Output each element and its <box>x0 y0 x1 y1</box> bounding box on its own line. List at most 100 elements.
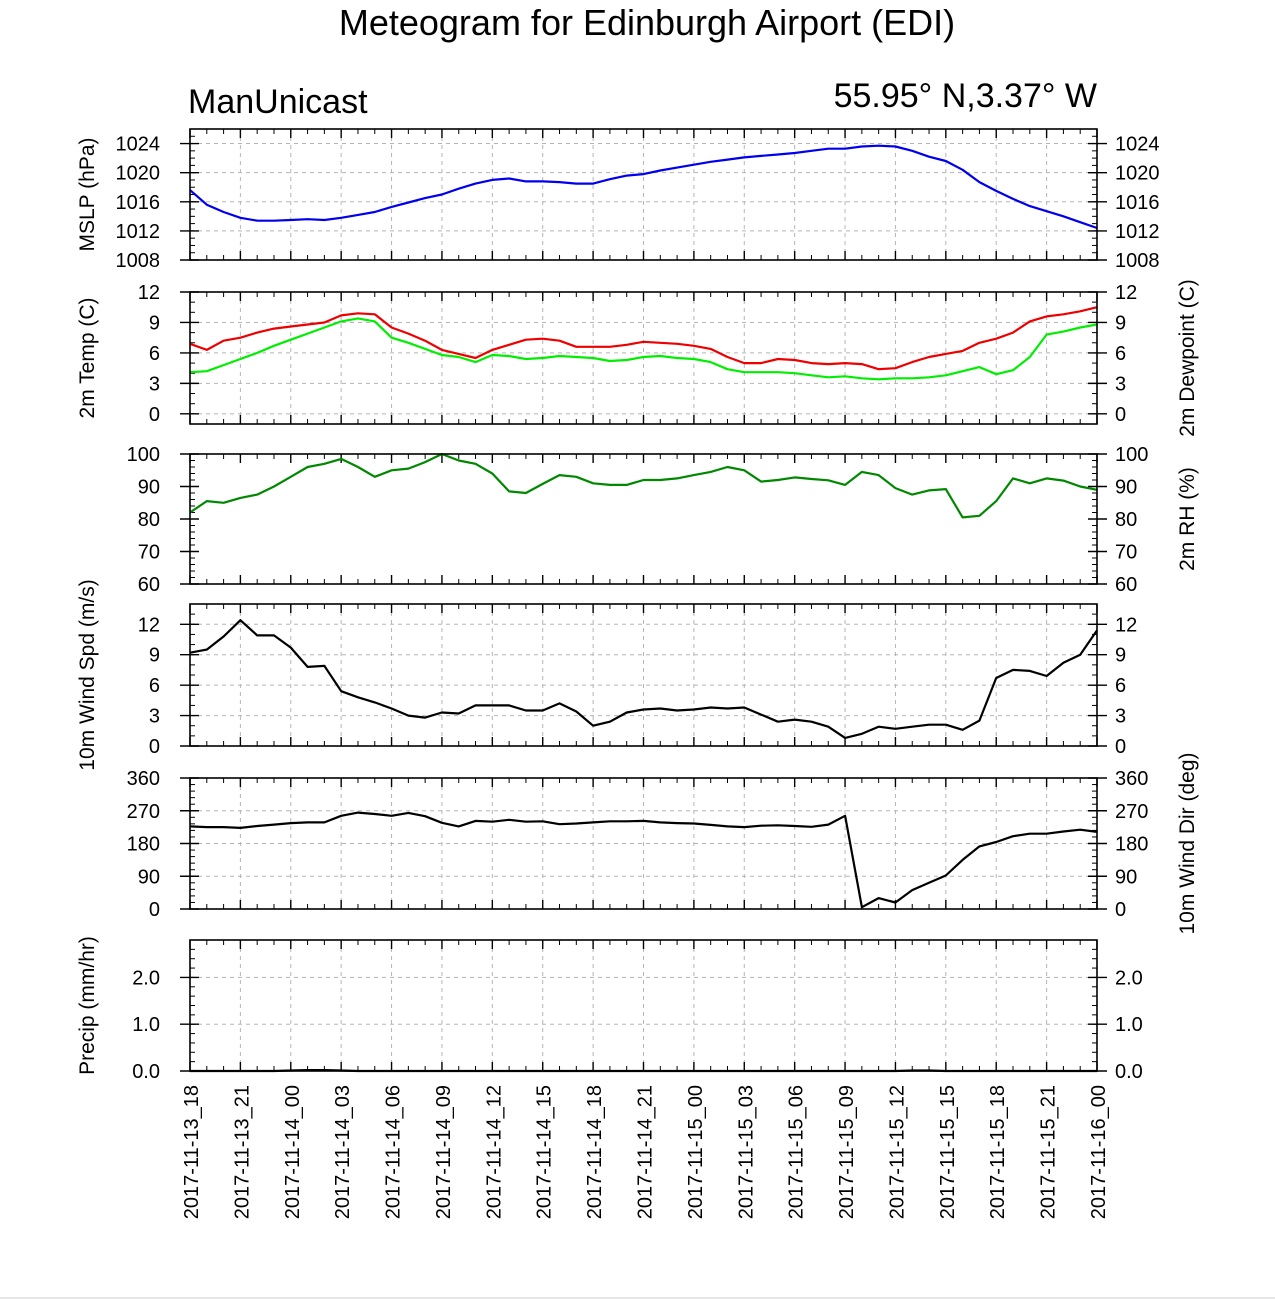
y-tick-label-right: 0.0 <box>1115 1061 1143 1083</box>
y-tick-label-right: 1024 <box>1115 134 1160 156</box>
series-line-mslp-0 <box>189 144 1098 230</box>
y-axis-label-right: 10m Wind Dir (deg) <box>1176 752 1199 934</box>
y-tick-label-right: 3 <box>1115 706 1126 728</box>
time-axis: 2017-11-13_18 2017-11-13_21 2017-11-14_00 2… <box>181 1085 1110 1219</box>
y-axis-label: 2m Temp (C) <box>76 298 99 419</box>
y-tick-label-right: 360 <box>1115 768 1148 790</box>
y-tick-label-right: 6 <box>1115 343 1126 365</box>
y-tick-label: 1020 <box>116 163 161 185</box>
x-tick-label: 2017-11-13_18 <box>181 1085 203 1219</box>
y-tick-label: 180 <box>127 834 160 856</box>
x-tick-label: 2017-11-15_00 <box>685 1085 707 1219</box>
y-tick-label-right: 12 <box>1115 282 1137 304</box>
panel-frame <box>189 453 1098 585</box>
x-tick-label: 2017-11-15_06 <box>786 1085 808 1219</box>
y-axis-label: Precip (mm/hr) <box>76 936 99 1075</box>
y-tick-label-right: 9 <box>1115 645 1126 667</box>
y-tick-label: 6 <box>149 675 160 697</box>
y-tick-label-right: 270 <box>1115 801 1148 823</box>
x-tick-label: 2017-11-14_00 <box>282 1085 304 1219</box>
chart-title: Meteogram for Edinburgh Airport (EDI) <box>339 2 955 43</box>
y-tick-label-right: 180 <box>1115 834 1148 856</box>
y-tick-label: 0 <box>149 404 160 426</box>
y-tick-label-right: 90 <box>1115 866 1137 888</box>
y-tick-label: 1016 <box>116 192 161 214</box>
y-tick-label-right: 1008 <box>1115 250 1160 272</box>
series-line-temp-0 <box>189 306 1098 371</box>
y-tick-label-right: 90 <box>1115 477 1137 499</box>
y-tick-label: 1012 <box>116 221 161 243</box>
panel-precip: 0.0 0.0 1.0 1.0 2.0 2.0 Precip (mm/hr) <box>76 936 1143 1083</box>
x-tick-label: 2017-11-16_00 <box>1088 1085 1110 1219</box>
y-tick-label-right: 3 <box>1115 373 1126 395</box>
x-tick-label: 2017-11-14_18 <box>584 1085 606 1219</box>
y-tick-label: 2.0 <box>132 967 160 989</box>
y-axis-label-right: 2m RH (%) <box>1176 467 1199 571</box>
panel-frame <box>189 603 1098 747</box>
x-tick-label: 2017-11-15_09 <box>836 1085 858 1219</box>
series-line-rh-0 <box>189 452 1098 519</box>
y-tick-label: 70 <box>138 542 160 564</box>
y-tick-label: 100 <box>127 444 160 466</box>
y-tick-label-right: 0 <box>1115 899 1126 921</box>
y-tick-label: 80 <box>138 509 160 531</box>
y-tick-label: 360 <box>127 768 160 790</box>
panel-wspd: 0 0 3 3 6 6 9 9 12 12 10m Wind Spd (m/s) <box>76 579 1137 770</box>
y-tick-label: 0 <box>149 899 160 921</box>
y-tick-label-right: 1012 <box>1115 221 1160 243</box>
y-tick-label-right: 60 <box>1115 574 1137 596</box>
y-tick-label: 1008 <box>116 250 161 272</box>
panel-temp: 0 0 3 3 6 6 9 9 12 12 2m Temp (C) 2m Dewpoint (C) <box>76 279 1199 437</box>
series-line-wspd-0 <box>189 619 1098 740</box>
y-tick-label: 90 <box>138 866 160 888</box>
y-tick-label-right: 6 <box>1115 675 1126 697</box>
x-tick-label: 2017-11-13_21 <box>231 1085 253 1219</box>
panel-frame <box>189 939 1098 1072</box>
series-line-wdir-0 <box>189 811 1098 909</box>
y-tick-label: 9 <box>149 645 160 667</box>
y-tick-label: 12 <box>138 614 160 636</box>
y-tick-label: 60 <box>138 574 160 596</box>
x-tick-label: 2017-11-15_03 <box>735 1085 757 1219</box>
x-tick-label: 2017-11-14_09 <box>433 1085 455 1219</box>
y-tick-label: 1024 <box>116 134 161 156</box>
y-tick-label-right: 1020 <box>1115 163 1160 185</box>
x-tick-label: 2017-11-15_15 <box>937 1085 959 1219</box>
y-tick-label: 3 <box>149 706 160 728</box>
panel-frame <box>189 291 1098 425</box>
model-label: ManUnicast <box>188 83 368 121</box>
y-axis-label: MSLP (hPa) <box>76 138 99 252</box>
y-tick-label-right: 80 <box>1115 509 1137 531</box>
x-tick-label: 2017-11-15_12 <box>886 1085 908 1219</box>
panel-frame <box>189 128 1098 261</box>
y-tick-label: 0.0 <box>132 1061 160 1083</box>
y-tick-label: 12 <box>138 282 160 304</box>
panel-frame <box>189 777 1098 910</box>
x-tick-label: 2017-11-15_21 <box>1038 1085 1060 1219</box>
x-tick-label: 2017-11-15_18 <box>987 1085 1009 1219</box>
panels-group: 1008 1008 1012 1012 1016 1016 1020 1020 1024 1024… <box>76 128 1199 1083</box>
y-tick-label-right: 0 <box>1115 736 1126 758</box>
y-tick-label: 0 <box>149 736 160 758</box>
series-line-temp-1 <box>189 317 1098 381</box>
y-tick-label-right: 9 <box>1115 312 1126 334</box>
y-tick-label: 3 <box>149 373 160 395</box>
y-tick-label-right: 70 <box>1115 542 1137 564</box>
x-tick-label: 2017-11-14_03 <box>332 1085 354 1219</box>
panel-mslp: 1008 1008 1012 1012 1016 1016 1020 1020 1024 1024… <box>76 128 1160 272</box>
x-tick-label: 2017-11-14_06 <box>383 1085 405 1219</box>
x-tick-label: 2017-11-14_12 <box>483 1085 505 1219</box>
y-tick-label: 270 <box>127 801 160 823</box>
panel-rh: 60 60 70 70 80 80 90 90 100 100 2m RH (%) <box>127 444 1199 596</box>
panel-wdir: 0 0 90 90 180 180 270 270 360 360 10m Wind Dir (de… <box>127 752 1199 934</box>
y-tick-label-right: 1016 <box>1115 192 1160 214</box>
location-coordinates: 55.95° N,3.37° W <box>834 77 1097 115</box>
y-axis-label: 10m Wind Spd (m/s) <box>76 579 99 770</box>
y-tick-label: 6 <box>149 343 160 365</box>
y-axis-label-right: 2m Dewpoint (C) <box>1176 279 1199 437</box>
y-tick-label: 9 <box>149 312 160 334</box>
x-tick-label: 2017-11-14_21 <box>635 1085 657 1219</box>
y-tick-label: 1.0 <box>132 1014 160 1036</box>
x-tick-label: 2017-11-14_15 <box>534 1085 556 1219</box>
